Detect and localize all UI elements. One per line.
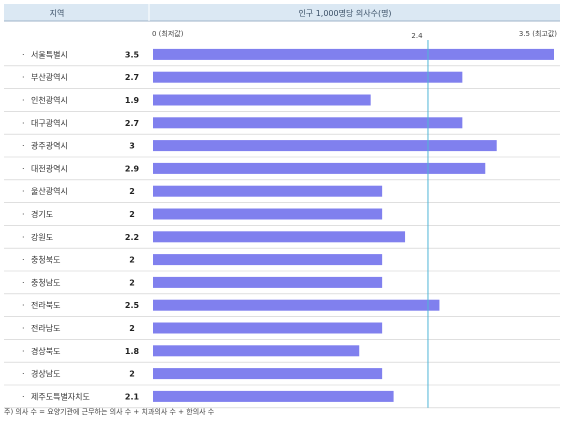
value-label: 2 [129, 324, 135, 333]
bar [153, 94, 371, 106]
value-label: 2 [129, 210, 135, 219]
region-bullet: · [22, 119, 25, 128]
bar [153, 276, 383, 288]
region-bullet: · [22, 278, 25, 287]
value-label: 3 [129, 142, 135, 151]
footnote: 주) 의사 수 = 요양기관에 근무하는 의사 수 + 치과의사 수 + 한의사… [4, 408, 215, 416]
region-bullet: · [22, 187, 25, 196]
bar [153, 231, 406, 243]
region-label: 강원도 [31, 232, 53, 242]
value-column-header: 인구 1,000명당 의사수(명) [298, 8, 391, 18]
region-bullet: · [22, 50, 25, 59]
region-label: 대전광역시 [31, 163, 68, 173]
region-label: 제주도특별자치도 [31, 391, 90, 401]
bar [153, 162, 486, 174]
value-label: 2.2 [125, 233, 139, 242]
region-label: 충청북도 [31, 256, 60, 265]
region-label: 광주광역시 [31, 141, 68, 151]
value-label: 2.7 [125, 73, 139, 82]
bar [153, 140, 497, 152]
value-label: 2 [129, 187, 135, 196]
value-label: 2.7 [125, 119, 139, 128]
bar [153, 48, 554, 60]
region-label: 경상북도 [31, 346, 60, 356]
bar [153, 254, 383, 266]
region-bullet: · [22, 96, 25, 105]
axis-min-label: 0 (최저값) [152, 29, 184, 38]
region-bullet: · [22, 324, 25, 333]
region-bullet: · [22, 256, 25, 265]
region-label: 울산광역시 [31, 186, 68, 196]
bar [153, 390, 394, 402]
region-label: 인천광역시 [31, 95, 68, 105]
header-background [4, 4, 560, 21]
region-label: 서울특별시 [31, 49, 68, 59]
chart-rows: · 서울특별시 3.5 · 부산광역시 2.7 · 인천광역시 1.9 · 대구광역시 2.7 · 광주광… [4, 48, 560, 409]
region-bullet: · [22, 301, 25, 310]
bar [153, 208, 383, 220]
region-label: 경상남도 [31, 369, 60, 379]
bar [153, 117, 463, 129]
bar [153, 71, 463, 83]
region-label: 충청남도 [31, 278, 60, 287]
reference-line-label: 2.4 [411, 32, 423, 40]
value-label: 2.9 [125, 164, 140, 173]
region-label: 경기도 [31, 209, 53, 219]
value-label: 1.9 [125, 96, 140, 105]
region-bullet: · [22, 370, 25, 379]
bar [153, 299, 440, 311]
region-bullet: · [22, 142, 25, 151]
region-label: 대구광역시 [31, 118, 68, 128]
bar [153, 345, 360, 357]
bar [153, 322, 383, 334]
region-label: 전라남도 [31, 323, 60, 333]
value-label: 2 [129, 278, 135, 287]
value-label: 2 [129, 256, 135, 265]
region-bullet: · [22, 73, 25, 82]
value-label: 3.5 [125, 50, 140, 59]
region-bullet: · [22, 233, 25, 242]
region-bullet: · [22, 392, 25, 401]
axis-max-label: 3.5 (최고값) [519, 29, 557, 38]
bar [153, 368, 383, 380]
region-bullet: · [22, 164, 25, 173]
value-label: 2 [129, 370, 135, 379]
value-label: 1.8 [125, 347, 140, 356]
region-column-header: 지역 [50, 8, 65, 18]
region-label: 부산광역시 [31, 72, 68, 82]
region-bullet: · [22, 210, 25, 219]
bar [153, 185, 383, 197]
value-label: 2.5 [125, 301, 140, 310]
region-label: 전라북도 [31, 300, 60, 310]
value-label: 2.1 [125, 392, 140, 401]
region-bullet: · [22, 347, 25, 356]
